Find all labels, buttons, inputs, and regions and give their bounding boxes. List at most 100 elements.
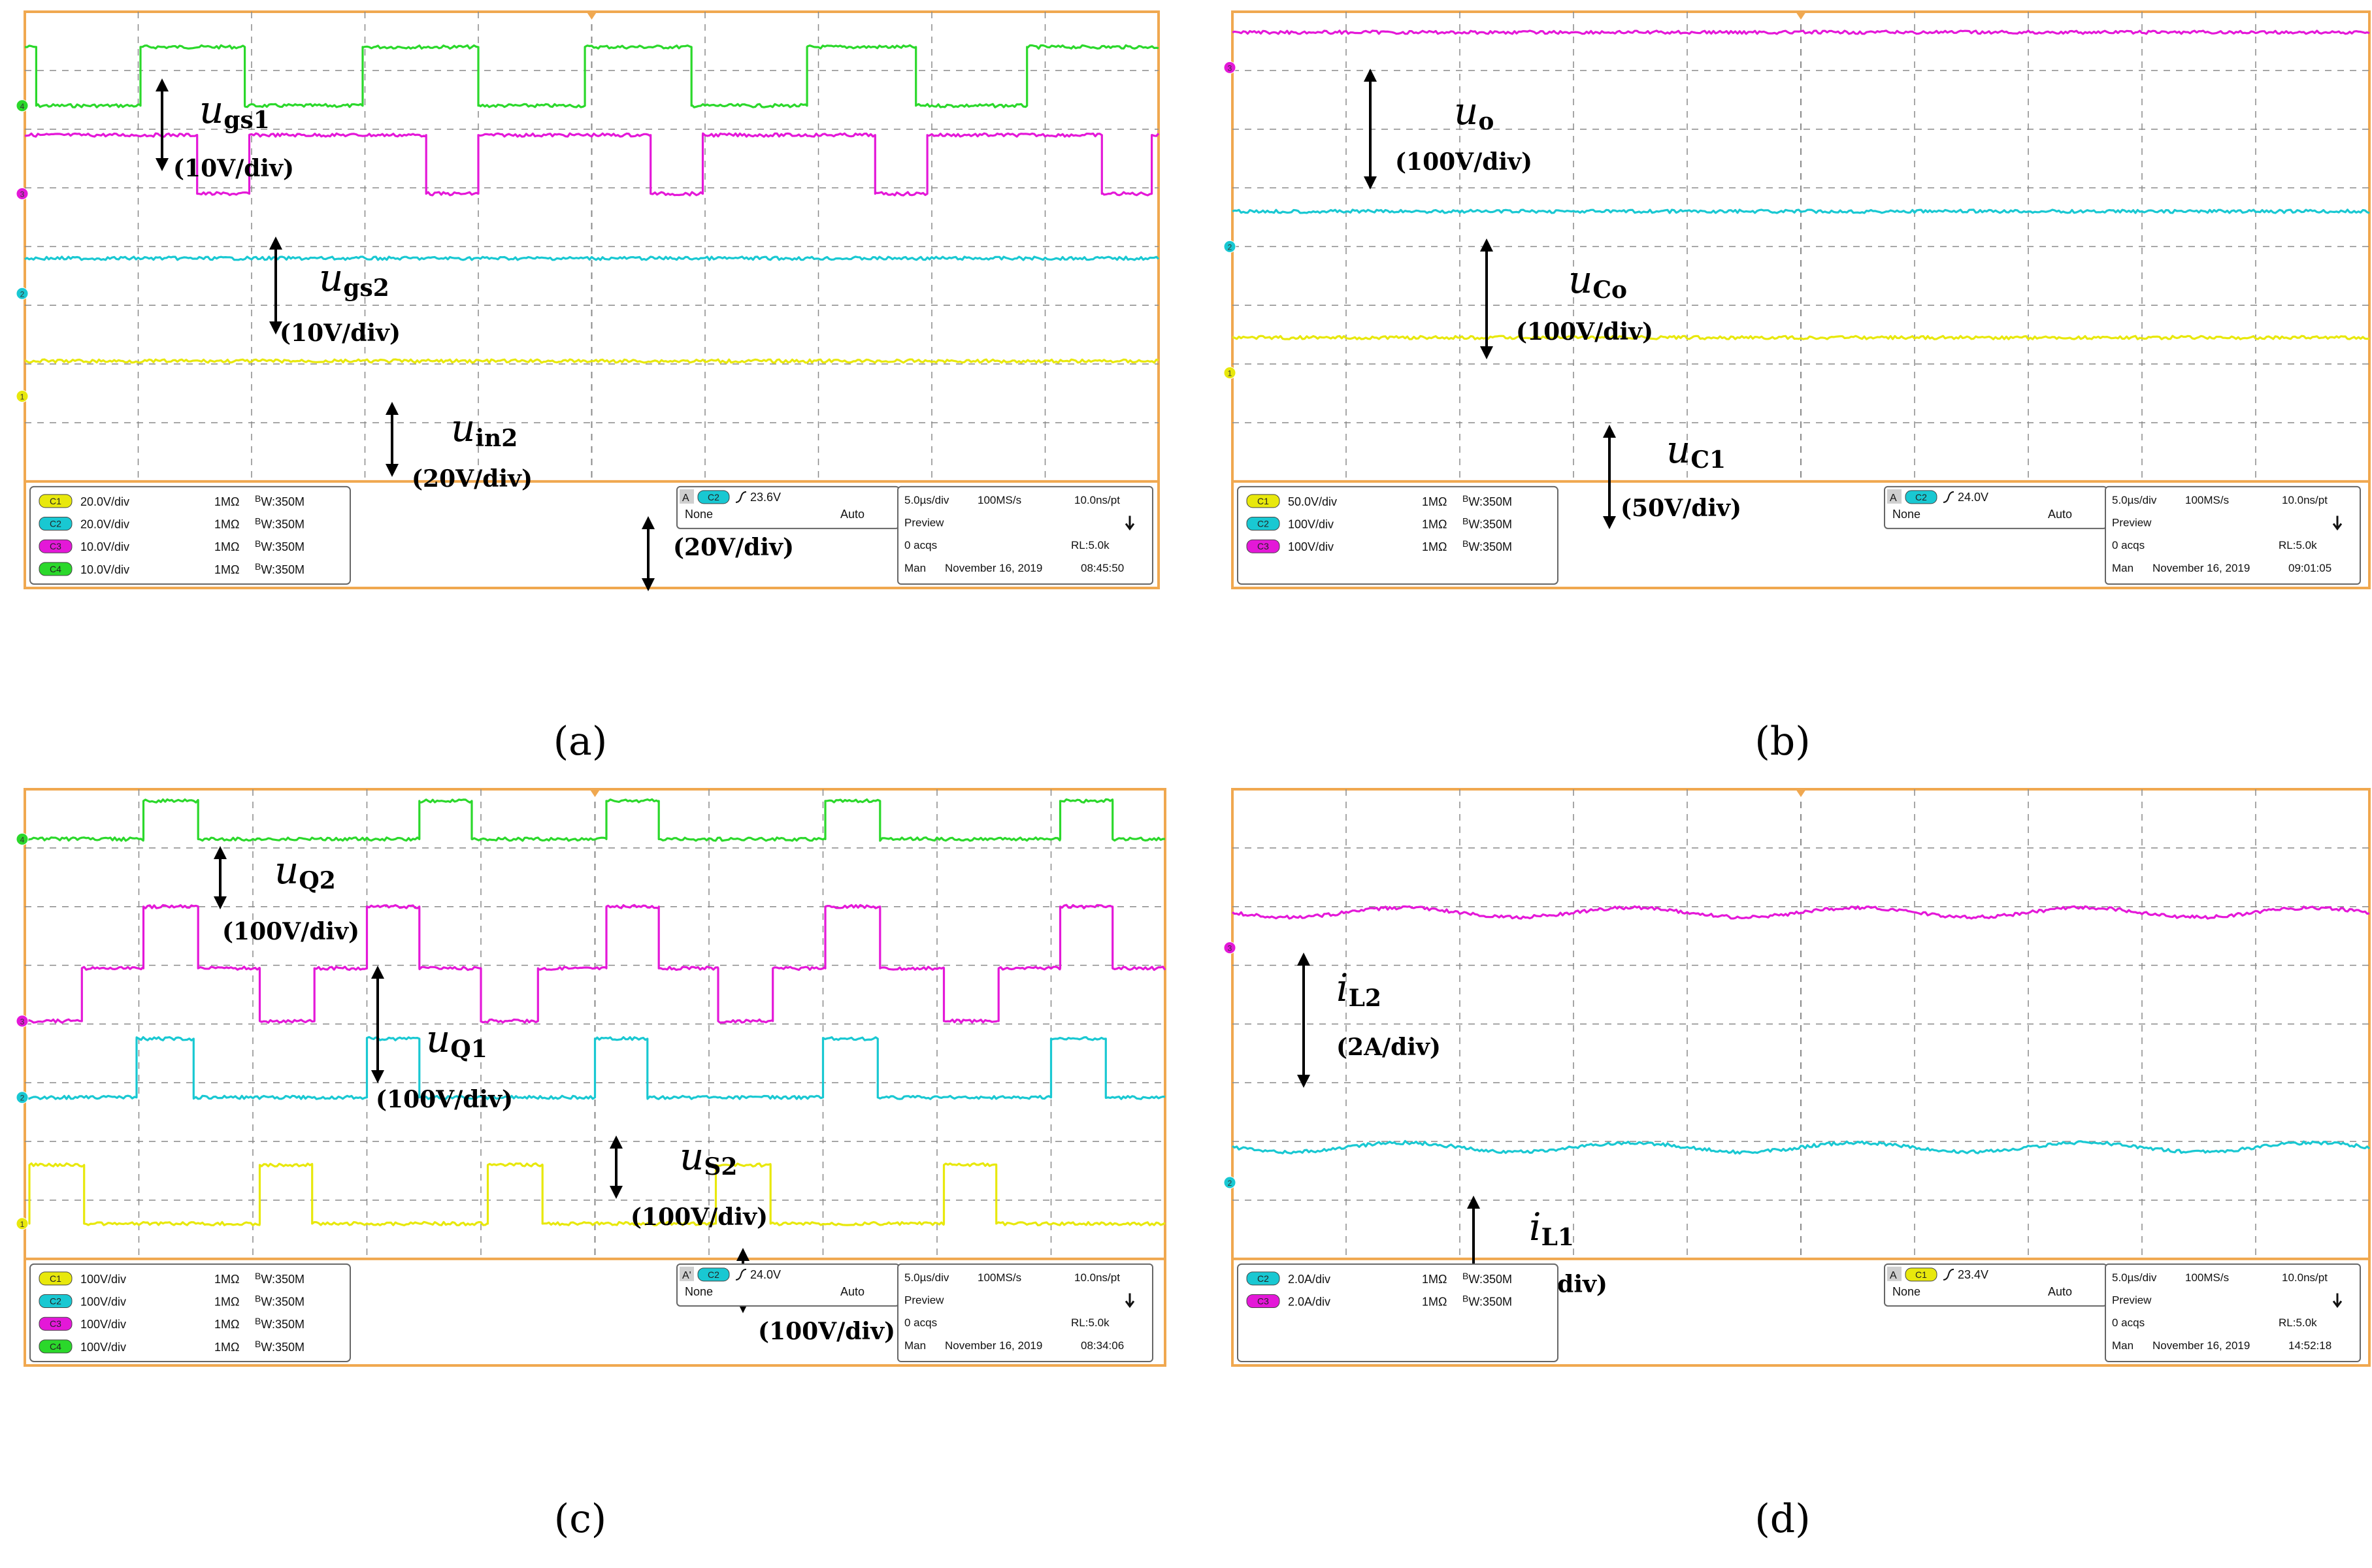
waveform-uin2	[24, 255, 1160, 261]
trigger-coupling: None	[685, 1285, 713, 1298]
acq-record-length: RL:5.0k	[1071, 1316, 1110, 1329]
grid	[1232, 789, 2369, 1259]
channel-settings-panel	[1237, 1263, 1558, 1362]
bandwidth-b: B	[255, 1339, 261, 1349]
bandwidth-b: B	[255, 516, 261, 527]
bandwidth-b: B	[1462, 493, 1468, 504]
trigger-sweep: Auto	[2048, 1285, 2072, 1298]
acq-arrow-icon	[1125, 1293, 1135, 1309]
acq-timebase: 5.0µs/div	[904, 1271, 949, 1284]
trigger-mode-box	[680, 489, 694, 504]
trigger-channel: C2	[1915, 492, 1927, 502]
channel-marker-C2	[16, 1091, 29, 1104]
channel-bandwidth: BW:350M	[255, 1271, 305, 1286]
waveform-uin1	[24, 358, 1159, 364]
channel-impedance: 1MΩ	[214, 1273, 239, 1286]
channel-badge-C3	[1246, 539, 1280, 553]
annotation-sub: Q1	[450, 1036, 487, 1063]
channel-badge-label: C1	[1257, 496, 1269, 506]
channel-marker-C3	[1223, 61, 1236, 74]
waveform-uCo	[1232, 208, 2370, 214]
trigger-level: 24.0V	[750, 1268, 781, 1281]
bandwidth-value: W:350M	[261, 540, 305, 553]
channel-badge-C4	[39, 562, 73, 576]
waveform-iL1	[1232, 1139, 2371, 1155]
channel-settings-panel	[29, 485, 351, 585]
trigger-channel-badge	[1905, 490, 1937, 504]
acq-time: 09:01:05	[2288, 562, 2331, 574]
channel-badge-C3	[39, 1316, 73, 1331]
channel-bandwidth: BW:350M	[255, 538, 305, 553]
acq-arrow-icon	[2332, 1293, 2343, 1309]
channel-bandwidth: BW:350M	[255, 493, 305, 508]
acq-state: Preview	[2112, 1294, 2152, 1307]
acq-count: 0 acqs	[904, 539, 937, 551]
channel-marker-label: 1	[1228, 369, 1232, 378]
trigger-coupling: None	[685, 508, 713, 521]
channel-impedance: 1MΩ	[214, 495, 239, 508]
annotation-scale: (10V/div)	[173, 155, 294, 182]
channel-marker-label: 4	[20, 835, 25, 844]
channel-badge-C1	[1246, 494, 1280, 508]
panel-label: (b)	[1754, 719, 1810, 764]
trigger-level: 24.0V	[1958, 491, 1988, 504]
acquisition-panel	[897, 1263, 1153, 1362]
channel-badge-label: C2	[1257, 519, 1269, 529]
channel-bandwidth: BW:350M	[255, 516, 305, 531]
annotation-label-uS2: uS2	[680, 1134, 737, 1181]
waveform-iL2	[1232, 905, 2370, 920]
annotation-label-uin2: uin2	[451, 406, 518, 452]
channel-badge-C2	[1246, 1271, 1280, 1286]
annotation-scale: (20V/div)	[673, 534, 794, 561]
bandwidth-value: W:350M	[1468, 495, 1512, 508]
trigger-channel: C1	[1915, 1269, 1927, 1280]
annotation-sub: L1	[1541, 1224, 1574, 1251]
channel-marker-C1	[1223, 367, 1236, 380]
annotation-label-uQ1: uQ1	[426, 1017, 487, 1063]
acq-mode: Man	[904, 562, 926, 574]
channel-marker-C3	[16, 188, 29, 201]
trigger-mode-box	[1887, 489, 1902, 504]
panel-b: 321uo(100V/div)uCo(100V/div)uC1(50V/div)…	[1223, 10, 2371, 589]
channel-impedance: 1MΩ	[214, 518, 239, 531]
channel-marker-label: 2	[1228, 242, 1232, 252]
channel-impedance: 1MΩ	[1422, 1296, 1447, 1309]
channel-vdiv: 100V/div	[80, 1341, 126, 1354]
channel-bandwidth: BW:350M	[1462, 1294, 1512, 1309]
channel-marker-C2	[1223, 1176, 1236, 1189]
acq-sample-rate: 100MS/s	[2185, 494, 2229, 506]
annotation-sub: Co	[1592, 276, 1627, 304]
annotation-label-uCo: uCo	[1568, 257, 1627, 304]
panel-d: 32iL2(2A/div)iL1(2A/div)5us/divC22.0A/di…	[1223, 788, 2371, 1367]
trigger-sweep: Auto	[2048, 508, 2072, 521]
trigger-channel-badge	[1905, 1267, 1937, 1282]
acq-mode: Man	[2112, 562, 2133, 574]
channel-badge-label: C1	[50, 496, 61, 506]
acq-resolution: 10.0ns/pt	[2282, 1271, 2328, 1284]
channel-marker-C3	[1223, 941, 1236, 955]
annotation-scale: (100V/div)	[1395, 148, 1532, 176]
bandwidth-b: B	[255, 538, 261, 549]
channel-vdiv: 20.0V/div	[80, 495, 129, 508]
annotation-var: u	[451, 406, 475, 450]
acq-date: November 16, 2019	[945, 562, 1042, 574]
annotation-sub: S2	[704, 1153, 737, 1181]
annotation-scale: (20V/div)	[412, 465, 533, 493]
annotation-scale: (100V/div)	[222, 918, 359, 945]
channel-badge-label: C2	[50, 519, 61, 529]
annotation-scale: (100V/div)	[631, 1203, 768, 1231]
acq-count: 0 acqs	[904, 1316, 937, 1329]
annotation-var: u	[680, 1134, 704, 1179]
annotation-scale: (100V/div)	[1516, 318, 1653, 346]
annotation-scale: (50V/div)	[1621, 495, 1741, 522]
annotation-var: u	[319, 255, 343, 300]
acq-date: November 16, 2019	[2152, 562, 2250, 574]
bandwidth-b: B	[255, 1316, 261, 1326]
waveform-uC1	[1232, 335, 2370, 340]
annotation-var: i	[1336, 966, 1349, 1010]
annotation-var: u	[199, 88, 223, 132]
channel-bandwidth: BW:350M	[255, 1339, 305, 1354]
channel-bandwidth: BW:350M	[255, 1294, 305, 1309]
acq-record-length: RL:5.0k	[2279, 1316, 2317, 1329]
